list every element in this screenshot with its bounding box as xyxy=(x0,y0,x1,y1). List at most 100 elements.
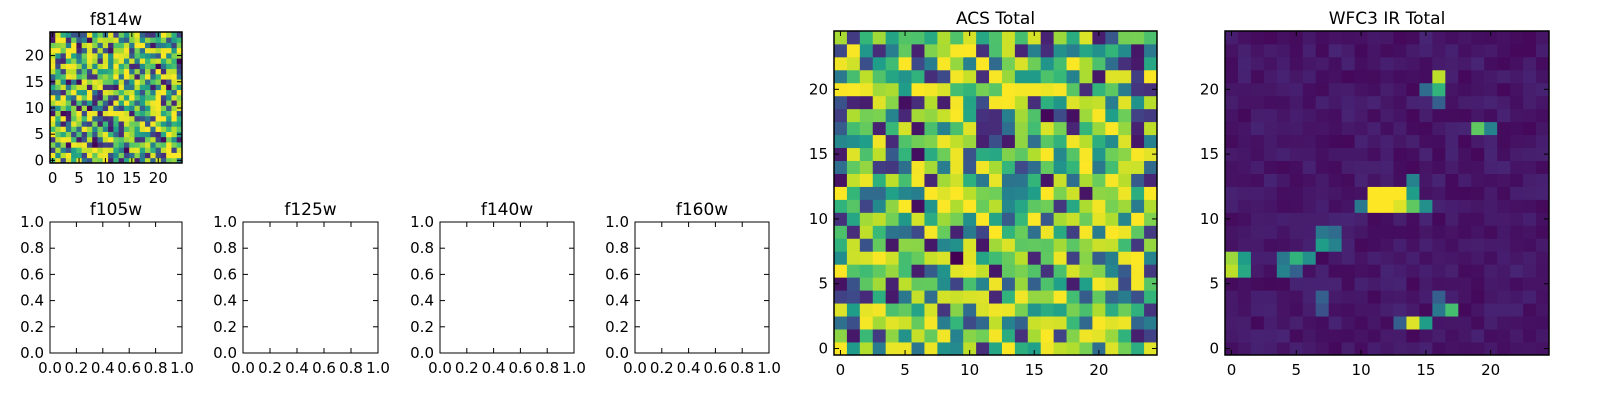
heatmap-cell xyxy=(1225,251,1239,265)
heatmap-cell xyxy=(1315,173,1330,187)
heatmap-cell xyxy=(150,100,156,106)
heatmap-cell xyxy=(1341,290,1355,304)
heatmap-cell xyxy=(97,94,104,101)
heatmap-cell xyxy=(155,84,162,91)
heatmap-cell xyxy=(102,121,109,127)
heatmap-cell xyxy=(1302,225,1317,239)
heatmap-cell xyxy=(55,152,61,159)
heatmap-cell xyxy=(171,89,178,96)
heatmap-cell xyxy=(1484,264,1498,278)
heatmap-cell xyxy=(1354,251,1368,265)
heatmap-cell xyxy=(898,290,912,304)
heatmap-cell xyxy=(1341,31,1355,45)
heatmap-cell xyxy=(859,134,874,149)
heatmap-cell xyxy=(846,264,861,278)
heatmap-cell xyxy=(1144,121,1158,136)
heatmap-cell xyxy=(160,63,167,70)
heatmap-cell xyxy=(1354,160,1368,174)
heatmap-cell xyxy=(834,238,848,252)
heatmap-cell xyxy=(102,89,109,96)
heatmap-cell xyxy=(134,136,141,143)
heatmap-cell xyxy=(1250,56,1265,71)
heatmap-cell xyxy=(885,316,899,330)
heatmap-cell xyxy=(846,31,861,45)
heatmap-cell xyxy=(950,225,964,239)
heatmap-cell xyxy=(139,100,146,106)
heatmap-cell xyxy=(60,126,67,132)
heatmap-cell xyxy=(924,264,938,278)
heatmap-cell xyxy=(1040,212,1055,226)
heatmap-cell xyxy=(108,100,114,106)
heatmap-cell xyxy=(123,63,130,70)
heatmap-cell xyxy=(150,152,156,159)
y-tick-label: 0 xyxy=(34,151,44,169)
heatmap-cell xyxy=(859,82,874,97)
heatmap-cell xyxy=(166,63,172,70)
heatmap-cell xyxy=(834,69,848,84)
heatmap-cell xyxy=(1276,264,1291,278)
heatmap-cell xyxy=(55,32,61,38)
heatmap-cell xyxy=(113,105,120,111)
heatmap-cell xyxy=(911,329,925,343)
heatmap-cell xyxy=(1027,342,1042,356)
heatmap-cell xyxy=(129,147,135,153)
heatmap-cell xyxy=(1432,95,1446,110)
heatmap-cell xyxy=(1380,31,1394,45)
heatmap-cell xyxy=(1040,290,1055,304)
heatmap-cell xyxy=(97,105,104,111)
heatmap-cell xyxy=(1105,43,1119,58)
heatmap-cell xyxy=(885,212,899,226)
heatmap-cell xyxy=(963,277,977,291)
heatmap-cell xyxy=(1497,95,1511,110)
heatmap-cell xyxy=(872,290,887,304)
heatmap-cell xyxy=(834,212,848,226)
heatmap-cell xyxy=(1510,303,1524,317)
heatmap-cell xyxy=(60,136,67,143)
heatmap-cell xyxy=(1263,186,1278,200)
heatmap-cell xyxy=(1225,43,1239,58)
axes-frame xyxy=(49,31,183,164)
x-tick-label: 0.2 xyxy=(455,359,479,377)
heatmap-cell xyxy=(65,52,72,59)
heatmap-cell xyxy=(1276,173,1291,187)
heatmap-cell xyxy=(1380,199,1394,213)
heatmap-cell xyxy=(1276,31,1291,45)
heatmap-cell xyxy=(1040,277,1055,291)
heatmap-cell xyxy=(937,212,951,226)
heatmap-cell xyxy=(1276,277,1291,291)
y-tick-label: 0.4 xyxy=(410,292,434,310)
heatmap-cell xyxy=(108,32,114,38)
heatmap-cell xyxy=(102,126,109,132)
heatmap-cell xyxy=(1328,147,1343,161)
heatmap-cell xyxy=(846,225,861,239)
heatmap-cell xyxy=(1419,31,1433,45)
heatmap-cell xyxy=(171,58,178,64)
heatmap-cell xyxy=(113,37,120,43)
heatmap-cell xyxy=(1341,277,1355,291)
heatmap-cell xyxy=(1066,147,1080,161)
heatmap-cell xyxy=(1066,303,1080,317)
heatmap-cell xyxy=(92,100,98,106)
heatmap-cell xyxy=(1445,225,1459,239)
heatmap-cell xyxy=(123,110,130,117)
x-tick-label: 5 xyxy=(74,169,84,187)
heatmap-cell xyxy=(924,82,938,97)
x-tick-label: 15 xyxy=(1025,361,1044,379)
heatmap-cell xyxy=(1250,329,1265,343)
heatmap-cell xyxy=(963,82,977,97)
heatmap-cell xyxy=(60,47,67,54)
heatmap-cell xyxy=(1315,186,1330,200)
heatmap-cell xyxy=(1445,147,1459,161)
heatmap-cell xyxy=(950,31,964,45)
heatmap-cell xyxy=(1458,212,1472,226)
heatmap-cell xyxy=(885,82,899,97)
heatmap-cell xyxy=(1225,199,1239,213)
heatmap-cell xyxy=(1471,95,1485,110)
heatmap-cell xyxy=(1027,95,1042,110)
heatmap-cell xyxy=(1367,225,1381,239)
heatmap-cell xyxy=(50,68,56,75)
heatmap-cell xyxy=(166,157,172,164)
heatmap-cell xyxy=(1354,121,1368,136)
